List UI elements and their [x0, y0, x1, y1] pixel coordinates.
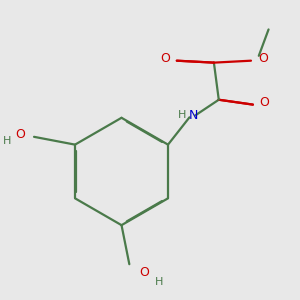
- Text: O: O: [260, 96, 270, 109]
- Text: H: H: [154, 277, 163, 287]
- Text: H: H: [178, 110, 186, 120]
- Text: O: O: [15, 128, 25, 141]
- Text: O: O: [258, 52, 268, 65]
- Text: N: N: [189, 109, 198, 122]
- Text: O: O: [139, 266, 149, 278]
- Text: H: H: [2, 136, 11, 146]
- Text: O: O: [160, 52, 170, 65]
